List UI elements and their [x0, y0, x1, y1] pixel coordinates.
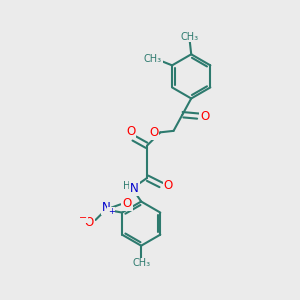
- Text: −: −: [79, 213, 87, 223]
- Text: O: O: [122, 197, 132, 210]
- Text: CH₃: CH₃: [144, 54, 162, 64]
- Text: O: O: [149, 126, 158, 139]
- Text: N: N: [130, 182, 139, 195]
- Text: O: O: [126, 125, 136, 138]
- Text: +: +: [108, 208, 115, 217]
- Text: CH₃: CH₃: [132, 258, 150, 268]
- Text: O: O: [84, 216, 94, 229]
- Text: CH₃: CH₃: [181, 32, 199, 42]
- Text: H: H: [123, 181, 131, 191]
- Text: O: O: [164, 179, 173, 192]
- Text: O: O: [200, 110, 210, 123]
- Text: N: N: [101, 201, 110, 214]
